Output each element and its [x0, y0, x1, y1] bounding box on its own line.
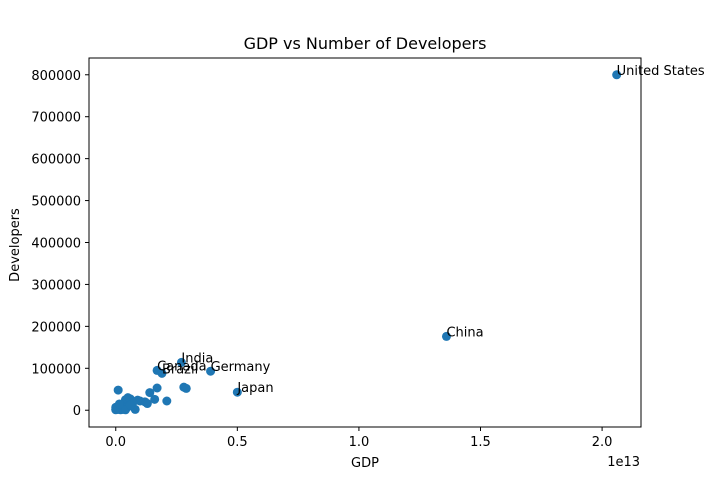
point-label: Japan — [236, 381, 273, 396]
x-tick-label: 1.0 — [349, 435, 370, 450]
data-point — [113, 385, 123, 395]
data-point — [181, 383, 191, 393]
data-point — [176, 357, 186, 367]
chart-title: GDP vs Number of Developers — [244, 34, 487, 53]
y-tick-label: 700000 — [31, 111, 81, 126]
point-label: Germany — [211, 360, 271, 375]
data-point — [157, 368, 167, 378]
data-point — [125, 400, 135, 410]
data-point — [142, 399, 152, 409]
data-point — [114, 399, 124, 409]
data-point — [232, 387, 242, 397]
y-axis-label: Developers — [8, 208, 23, 282]
y-tick-label: 600000 — [31, 153, 81, 168]
x-tick-label: 0.5 — [227, 435, 248, 450]
point-label: Canada — [157, 359, 206, 374]
point-label: United States — [617, 64, 705, 79]
x-axis-label: GDP — [351, 456, 379, 471]
point-label: China — [446, 325, 483, 340]
data-point — [162, 396, 172, 406]
y-axis: 0 100000 200000 300000 400000 500000 600000 700… — [31, 69, 89, 419]
data-point — [152, 383, 162, 393]
y-tick-label: 500000 — [31, 195, 81, 210]
data-point — [441, 331, 451, 341]
data-points — [111, 70, 622, 415]
y-tick-label: 100000 — [31, 362, 81, 377]
y-tick-label: 800000 — [31, 69, 81, 84]
y-tick-label: 300000 — [31, 278, 81, 293]
y-tick-label: 0 — [73, 404, 81, 419]
data-point — [206, 366, 216, 376]
data-point — [612, 70, 622, 80]
x-axis-offset-text: 1e13 — [607, 455, 640, 470]
data-point — [145, 388, 155, 398]
y-tick-label: 400000 — [31, 237, 81, 252]
data-point — [150, 394, 160, 404]
point-label: Brazil — [162, 362, 198, 377]
y-tick-label: 200000 — [31, 320, 81, 335]
point-label: India — [181, 351, 213, 366]
x-tick-label: 2.0 — [592, 435, 613, 450]
x-tick-label: 1.5 — [470, 435, 491, 450]
x-axis: 0.0 0.5 1.0 1.5 2.0 — [105, 427, 612, 450]
x-tick-label: 0.0 — [105, 435, 126, 450]
